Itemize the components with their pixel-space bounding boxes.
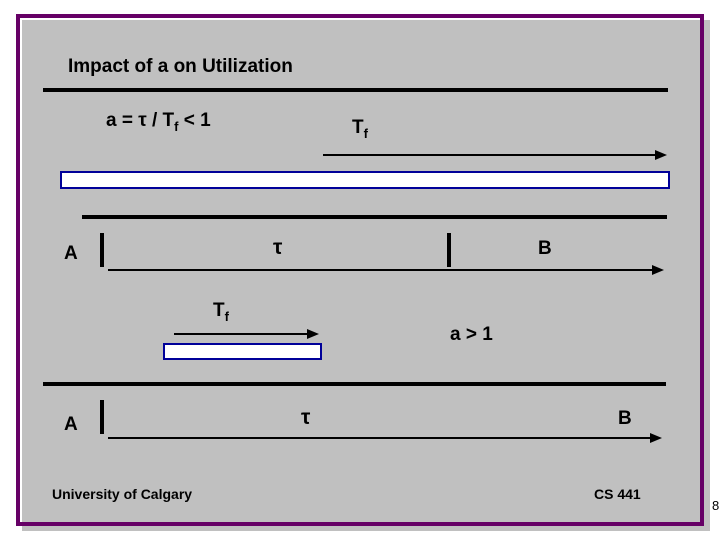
footer-left: University of Calgary: [52, 486, 192, 502]
tf-arrow-shaft-2: [174, 333, 309, 335]
label-a-2: A: [64, 414, 78, 436]
short-frame-box: [163, 343, 322, 360]
label-b-2: B: [618, 408, 632, 430]
tf-arrow-head-1: [655, 150, 667, 160]
label-a-1: A: [64, 243, 78, 265]
tau-arrow-shaft-1: [108, 269, 654, 271]
footer-right: CS 441: [594, 486, 641, 502]
tf-arrow-shaft-1: [323, 154, 657, 156]
tau-arrow-head-1: [652, 265, 664, 275]
tau-arrow-shaft-2: [108, 437, 652, 439]
tau-label-1: τ: [273, 236, 282, 260]
a-gt-1-label: a > 1: [450, 324, 493, 346]
baseline-2: [43, 382, 666, 386]
tick-a-1: [100, 233, 104, 267]
tau-arrow-head-2: [650, 433, 662, 443]
long-frame-box: [60, 171, 670, 189]
tick-a-2: [100, 400, 104, 434]
tau-label-2: τ: [301, 406, 310, 430]
tick-b-1: [447, 233, 451, 267]
slide-title: Impact of a on Utilization: [68, 56, 293, 78]
baseline-1: [82, 215, 667, 219]
page-number: 8: [712, 498, 719, 513]
tf-label-1: Tf: [352, 117, 368, 141]
tf-arrow-head-2: [307, 329, 319, 339]
label-b-1: B: [538, 238, 552, 260]
formula-a-eq: a = τ / Tf < 1: [106, 110, 211, 134]
title-underline: [43, 88, 668, 92]
tf-label-2: Tf: [213, 300, 229, 324]
